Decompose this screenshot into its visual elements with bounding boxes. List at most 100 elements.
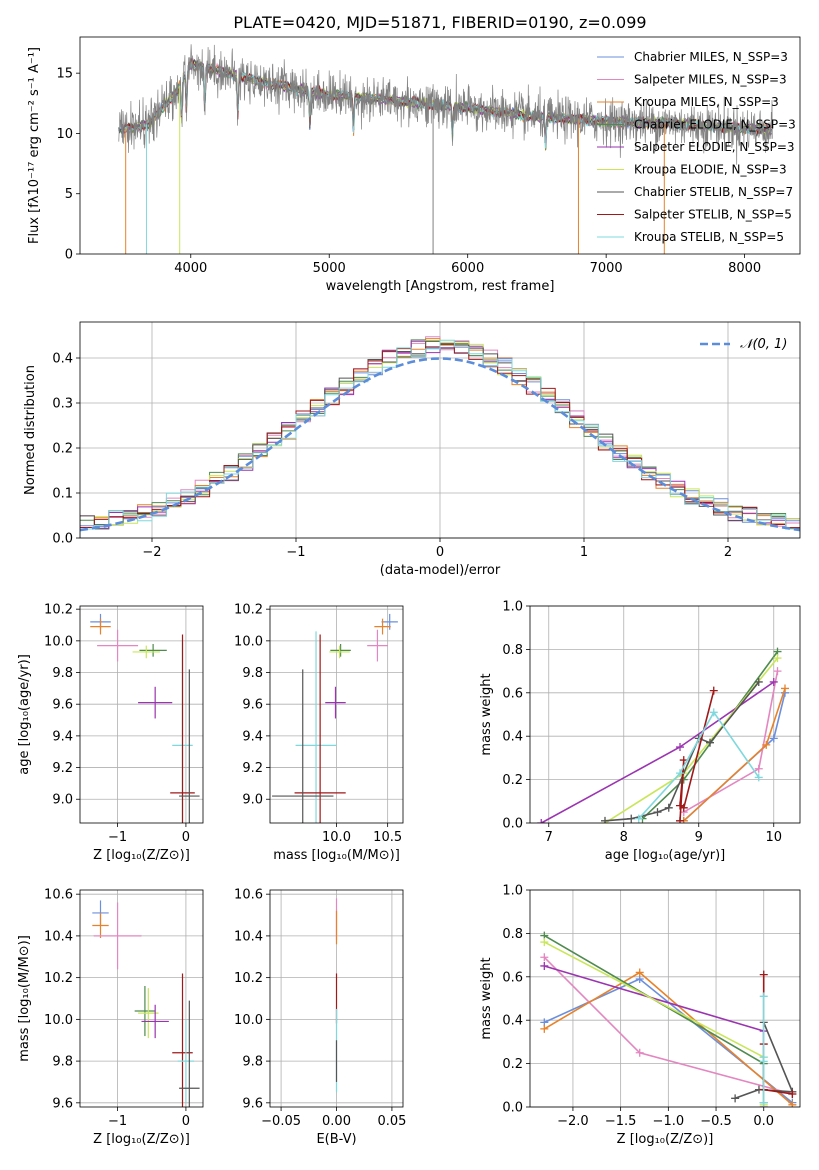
y-tick-label: 0.3 bbox=[52, 397, 73, 412]
y-tick-label: 10.2 bbox=[44, 971, 73, 986]
mass-vs-ebv-panel: −0.05 0.00 0.05 9.6 9.8 10.0 10.2 10.4 10.6 E(B-V… bbox=[234, 888, 406, 1147]
y-tick-label: 0.4 bbox=[502, 730, 523, 745]
y-tick-label: 9.6 bbox=[52, 1096, 73, 1111]
x-tick-label: 0.0 bbox=[753, 1114, 774, 1129]
legend-entry: Chabrier MILES, N_SSP=3 bbox=[634, 50, 788, 64]
x-tick-label: −2.0 bbox=[557, 1114, 589, 1129]
y-axis-label: Flux [fλ10⁻¹⁷ erg cm⁻² s⁻¹ A⁻¹] bbox=[27, 47, 42, 244]
weight-point-marker bbox=[759, 1098, 768, 1107]
y-tick-label: 9.4 bbox=[242, 729, 263, 744]
ticks: −2.0 −1.5 −1.0 −0.5 0.0 0.0 0.2 0.4 0.6 0.8 1.0 bbox=[502, 884, 774, 1130]
x-tick-label: 6000 bbox=[451, 261, 484, 276]
y-axis-label: mass weight bbox=[479, 957, 494, 1039]
axes-frame bbox=[529, 889, 801, 1108]
y-tick-label: 9.8 bbox=[52, 666, 73, 681]
x-axis-label: Z [log₁₀(Z/Z⊙)] bbox=[617, 1132, 714, 1147]
weight-point-marker bbox=[754, 764, 763, 773]
plot-area bbox=[537, 647, 789, 823]
weight-point-marker bbox=[601, 816, 609, 823]
weight-vs-age-panel: 7 8 9 10 0.0 0.2 0.4 0.6 0.8 1.0 age [log₁₀(age/yr… bbox=[479, 600, 801, 863]
x-tick-label: −0.5 bbox=[700, 1114, 732, 1129]
x-tick-label: 0.00 bbox=[322, 1114, 351, 1129]
axes-frame bbox=[269, 605, 404, 824]
x-tick-label: −1.0 bbox=[653, 1114, 685, 1129]
y-tick-label: 10.4 bbox=[44, 929, 73, 944]
plot-area bbox=[80, 336, 800, 538]
weight-point-marker bbox=[731, 1094, 740, 1103]
weight-point-marker bbox=[635, 968, 644, 977]
y-tick-label: 1.0 bbox=[502, 600, 523, 615]
weight-point-marker bbox=[540, 1024, 549, 1033]
y-tick-label: 10.0 bbox=[234, 1013, 263, 1028]
y-tick-label: 10.4 bbox=[234, 929, 263, 944]
weight-point-marker bbox=[769, 677, 778, 686]
legend: Chabrier MILES, N_SSP=3 Salpeter MILES, N… bbox=[597, 50, 796, 244]
weight-point-marker bbox=[537, 819, 546, 823]
y-tick-label: 0.4 bbox=[502, 1014, 523, 1029]
x-tick-label: 7 bbox=[545, 830, 553, 845]
weight-point-marker bbox=[679, 803, 688, 812]
weight-point-marker bbox=[788, 1089, 797, 1098]
ticks: 10.0 10.5 9.0 9.2 9.4 9.6 9.8 10.0 10.2 bbox=[234, 603, 402, 845]
y-tick-label: 0.2 bbox=[502, 1057, 523, 1072]
y-axis-label: mass [log₁₀(M/M⊙)] bbox=[17, 935, 32, 1062]
ticks: −1 0 9.0 9.2 9.4 9.6 9.8 10.0 10.2 bbox=[44, 603, 190, 845]
y-tick-label: 10.2 bbox=[234, 603, 263, 618]
legend-entry: Kroupa MILES, N_SSP=3 bbox=[634, 95, 779, 109]
plot-area bbox=[272, 613, 398, 823]
x-tick-label: 0 bbox=[436, 545, 444, 560]
spectrum-panel: 4000 5000 6000 7000 8000 0 5 10 15 wavelength [An… bbox=[27, 36, 801, 294]
x-tick-label: 7000 bbox=[590, 261, 623, 276]
y-tick-label: 0.6 bbox=[502, 970, 523, 985]
x-tick-label: −1.5 bbox=[605, 1114, 637, 1129]
y-tick-label: 15 bbox=[56, 67, 73, 82]
x-tick-label: 0 bbox=[182, 830, 190, 845]
y-tick-label: 0 bbox=[65, 248, 73, 263]
y-tick-label: 0.1 bbox=[52, 487, 73, 502]
y-tick-label: 0.6 bbox=[502, 686, 523, 701]
weight-point-marker bbox=[762, 740, 771, 749]
age-vs-mass-panel: 10.0 10.5 9.0 9.2 9.4 9.6 9.8 10.0 10.2 mass [log… bbox=[234, 603, 404, 863]
legend-entry: Chabrier ELODIE, N_SSP=3 bbox=[634, 118, 796, 132]
x-tick-label: 4000 bbox=[174, 261, 207, 276]
x-axis-label: Z [log₁₀(Z/Z⊙)] bbox=[93, 848, 190, 863]
x-tick-label: −1 bbox=[108, 830, 127, 845]
legend-entry: Kroupa STELIB, N_SSP=5 bbox=[634, 230, 784, 244]
weight-point-marker bbox=[709, 686, 718, 695]
residuals-panel: −2 −1 0 1 2 0.0 0.1 0.2 0.3 0.4 (data-model)/error… bbox=[23, 321, 801, 578]
y-tick-label: 10.2 bbox=[44, 603, 73, 618]
weight-point-marker bbox=[664, 803, 673, 812]
weight-point-marker bbox=[540, 953, 549, 962]
plot-area bbox=[90, 613, 200, 823]
x-tick-label: −1 bbox=[108, 1114, 127, 1129]
weight-point-marker bbox=[788, 1100, 797, 1107]
y-tick-label: 10.0 bbox=[44, 1013, 73, 1028]
weight-vs-metallicity-panel: −2.0 −1.5 −1.0 −0.5 0.0 0.0 0.2 0.4 0.6 0.8 1.0 Z [… bbox=[479, 884, 801, 1147]
weight-point-marker bbox=[781, 684, 789, 693]
y-tick-label: 9.2 bbox=[242, 761, 263, 776]
x-tick-label: 9 bbox=[695, 830, 703, 845]
legend-entry: Chabrier STELIB, N_SSP=7 bbox=[634, 185, 793, 199]
weight-point-marker bbox=[773, 667, 782, 676]
data-spectrum-line bbox=[118, 44, 773, 165]
weight-point-marker bbox=[769, 734, 778, 743]
weight-point-marker bbox=[759, 1057, 768, 1066]
weight-point-marker bbox=[634, 814, 643, 823]
y-tick-label: 10 bbox=[56, 127, 73, 142]
legend-entry: Salpeter STELIB, N_SSP=5 bbox=[634, 208, 792, 222]
grid bbox=[270, 606, 403, 823]
axes-frame bbox=[79, 889, 204, 1108]
weight-series-line bbox=[638, 710, 760, 820]
y-tick-label: 0.0 bbox=[502, 817, 523, 832]
x-tick-label: 10.0 bbox=[322, 830, 351, 845]
y-tick-label: 0.8 bbox=[502, 927, 523, 942]
x-tick-label: 8000 bbox=[728, 261, 761, 276]
weight-point-marker bbox=[706, 738, 714, 747]
x-axis-label: age [log₁₀(age/yr)] bbox=[605, 848, 726, 863]
x-tick-label: 0.05 bbox=[377, 1114, 406, 1129]
x-tick-label: 5000 bbox=[313, 261, 346, 276]
y-tick-label: 9.0 bbox=[52, 793, 73, 808]
axes-frame bbox=[79, 321, 801, 539]
weight-point-marker bbox=[709, 708, 718, 717]
